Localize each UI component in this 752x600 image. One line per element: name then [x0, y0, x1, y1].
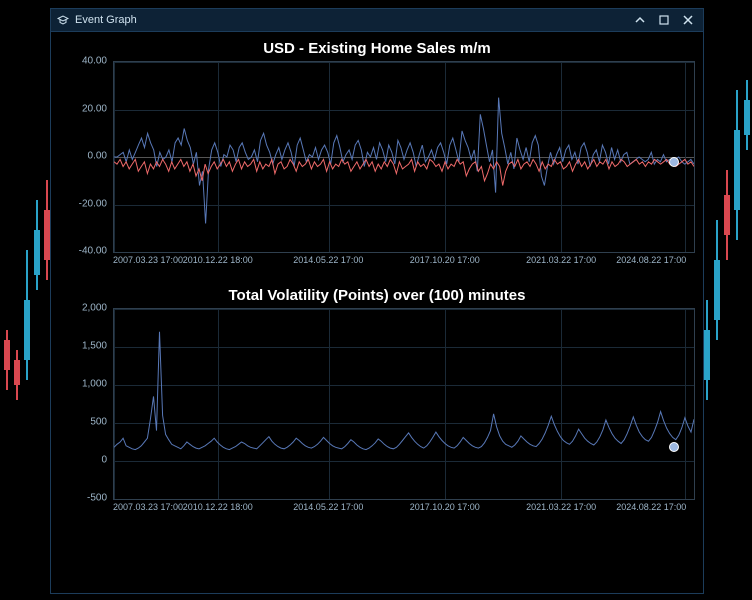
- x-tick-label: 2014.05.22 17:00: [293, 255, 363, 265]
- current-value-marker[interactable]: [669, 442, 679, 452]
- current-value-marker[interactable]: [669, 157, 679, 167]
- y-tick-label: 500: [90, 417, 107, 428]
- close-button[interactable]: [679, 11, 697, 29]
- series-negative: [114, 159, 694, 185]
- x-tick-label: 2021.03.22 17:00: [526, 255, 596, 265]
- y-tick-label: 1,500: [82, 341, 107, 352]
- chart1-x-axis: 2007.03.23 17:002010.12.22 18:00 2014.05.…: [113, 255, 695, 269]
- y-tick-label: -40.00: [79, 246, 107, 257]
- x-tick-label: 2007.03.23 17:00: [113, 255, 183, 265]
- chart-volatility: Total Volatility (Points) over (100) min…: [59, 287, 695, 516]
- chart1-plot[interactable]: [113, 61, 695, 253]
- bg-candles-right: [702, 0, 752, 600]
- series-usdjpy: [114, 332, 694, 450]
- root: Event Graph USD - Existing Home Sales m/…: [0, 0, 752, 600]
- x-tick-label: 2007.03.23 17:00: [113, 502, 183, 512]
- chart1-title: USD - Existing Home Sales m/m: [59, 40, 695, 57]
- series-positive: [114, 98, 694, 224]
- graduation-cap-icon: [57, 14, 69, 26]
- y-tick-label: 0: [101, 455, 107, 466]
- x-tick-label: 2010.12.22 18:00: [183, 255, 253, 265]
- window-content: USD - Existing Home Sales m/m Actual 40.…: [51, 32, 703, 593]
- event-graph-window: Event Graph USD - Existing Home Sales m/…: [50, 8, 704, 594]
- x-tick-label: 2017.10.20 17:00: [410, 255, 480, 265]
- y-tick-label: -20.00: [79, 198, 107, 209]
- titlebar[interactable]: Event Graph: [51, 9, 703, 32]
- x-tick-label: 2024.08.22 17:00: [616, 502, 686, 512]
- x-tick-label: 2024.08.22 17:00: [616, 255, 686, 265]
- chart1-y-axis: 40.0020.000.00-20.00-40.00: [59, 61, 113, 251]
- y-tick-label: 1,000: [82, 379, 107, 390]
- chart2-plot[interactable]: [113, 308, 695, 500]
- maximize-button[interactable]: [655, 11, 673, 29]
- y-tick-label: 0.00: [88, 151, 107, 162]
- y-tick-label: 20.00: [82, 103, 107, 114]
- collapse-button[interactable]: [631, 11, 649, 29]
- y-tick-label: -500: [87, 493, 107, 504]
- chart2-title: Total Volatility (Points) over (100) min…: [59, 287, 695, 304]
- bg-candles-left: [0, 0, 50, 600]
- chart-home-sales: USD - Existing Home Sales m/m Actual 40.…: [59, 40, 695, 269]
- x-tick-label: 2021.03.22 17:00: [526, 502, 596, 512]
- y-tick-label: 2,000: [82, 303, 107, 314]
- x-tick-label: 2010.12.22 18:00: [183, 502, 253, 512]
- chart2-x-axis: 2007.03.23 17:002010.12.22 18:00 2014.05.…: [113, 502, 695, 516]
- x-tick-label: 2014.05.22 17:00: [293, 502, 363, 512]
- window-title: Event Graph: [75, 14, 137, 26]
- y-tick-label: 40.00: [82, 56, 107, 67]
- x-tick-label: 2017.10.20 17:00: [410, 502, 480, 512]
- chart2-y-axis: 2,0001,5001,0005000-500: [59, 308, 113, 498]
